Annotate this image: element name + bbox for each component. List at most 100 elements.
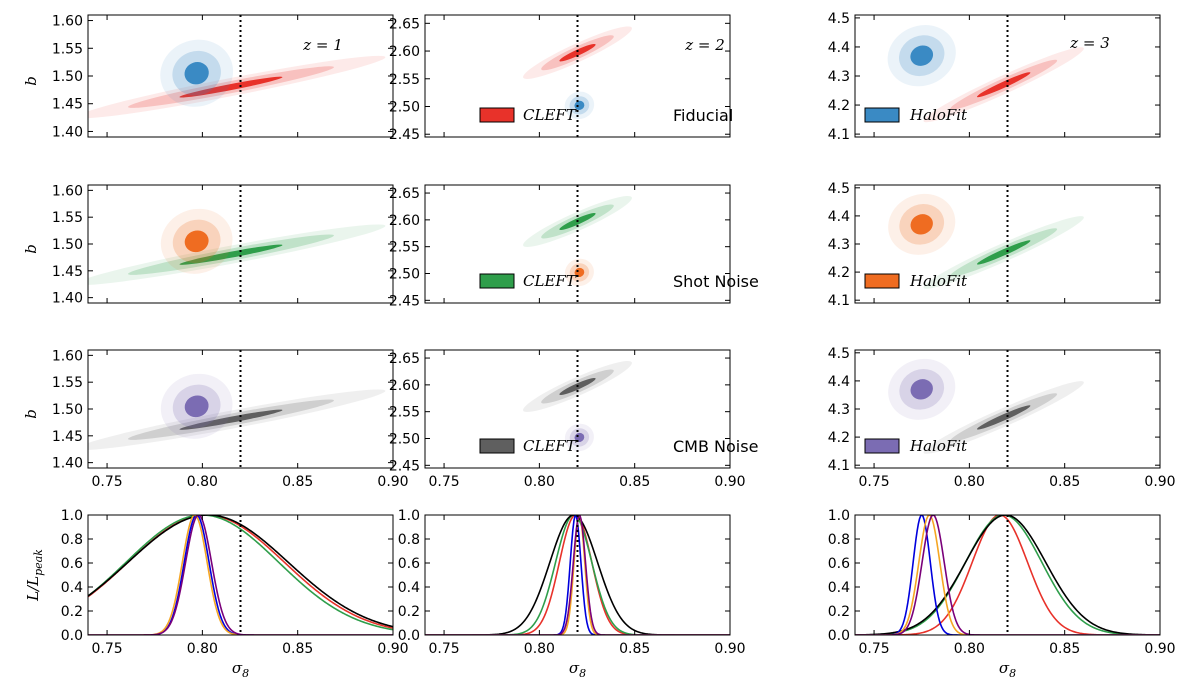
shot-noise-cleft-contour-3 [976,240,1031,265]
cmb-noise-cleft-contour-3 [179,409,283,430]
y-tick-label: 1.55 [52,210,83,226]
y-tick-label: 2.45 [389,127,420,143]
y-axis-label: b [22,76,40,86]
x-tick-label: 0.75 [858,474,889,490]
panel-2-2: 4.1 4.2 4.3 4.4 4.5 0.75 0.80 0.85 0.90 HaloFit [828,346,1176,490]
plot-area [523,15,632,137]
likelihood-panel-1: 0.0 0.2 0.4 0.6 0.8 1.0 0.75 0.80 0.85 0.90 σ8 [398,508,746,680]
y-tick-label: 1.50 [52,402,83,418]
y-tick-label: 1.45 [52,97,83,113]
plot-area [88,350,386,468]
x-tick-label: 0.80 [187,641,218,657]
y-tick-label: 0.8 [398,532,420,548]
legend-swatch-cleft [479,107,515,123]
shot-noise-halofit-contour-3 [910,214,933,235]
y-tick-label: 2.50 [389,100,420,116]
x-tick-label: 0.85 [282,641,313,657]
plot-area [888,185,1084,303]
plot-area [88,185,386,303]
y-tick-label: 4.5 [828,11,850,27]
x-tick-label: 0.90 [377,474,408,490]
panel-1-2: 4.1 4.2 4.3 4.4 4.5 HaloFit [828,181,1161,309]
fiducial-cleft-contour-3 [179,76,283,98]
legend-swatch-cleft [479,273,515,289]
likelihood-curve-6 [88,515,393,635]
y-tick-label: 1.40 [52,124,83,140]
y-tick-label: 0.0 [398,628,420,644]
y-tick-label: 1.60 [52,14,83,30]
y-tick-label: 4.2 [828,98,850,114]
y-tick-label: 2.60 [389,213,420,229]
y-tick-label: 1.0 [61,508,83,524]
plot-area [888,350,1084,468]
y-tick-label: 0.6 [398,556,420,572]
panel-0-2: 4.1 4.2 4.3 4.4 4.5 z = 3 HaloFit [828,11,1161,143]
x-tick-label: 0.80 [524,641,555,657]
panel-1-1: 2.45 2.50 2.55 2.60 2.65 CLEFT Shot Noise [389,184,759,309]
x-tick-label: 0.75 [428,474,459,490]
legend-label-run: Fiducial [673,106,733,125]
cmb-noise-halofit-contour-3 [910,379,933,400]
cmb-noise-halofit-contour-3 [184,395,209,418]
fiducial-halofit-contour-3 [574,100,585,110]
panel-2-1: 2.45 2.50 2.55 2.60 2.65 0.75 0.80 0.85 0.90 CLEF… [389,349,758,490]
x-tick-label: 0.85 [282,474,313,490]
redshift-label: z = 1 [302,36,343,54]
y-tick-label: 4.4 [828,374,850,390]
panel-frame [87,349,394,469]
y-tick-label: 2.65 [389,16,420,32]
y-tick-label: 2.60 [389,44,420,60]
legend-label-halofit: HaloFit [909,437,968,455]
fiducial-halofit-contour-3 [184,62,209,85]
y-tick-label: 4.5 [828,181,850,197]
x-tick-label: 0.90 [377,641,408,657]
y-tick-label: 2.45 [389,458,420,474]
plot-area [425,515,730,635]
panel-0-1: 2.45 2.50 2.55 2.60 2.65 z = 2 CLEFT Fiducial [389,14,733,143]
y-tick-label: 1.40 [52,456,83,472]
legend-swatch-halofit [864,273,900,289]
plot-area [523,185,632,303]
panel-frame [854,184,1161,304]
y-tick-label: 0.4 [828,580,850,596]
panel-frame [424,514,731,636]
panel-frame [424,184,731,304]
y-tick-label: 1.45 [52,264,83,280]
likelihood-curve-5 [855,515,1160,635]
y-tick-label: 1.55 [52,41,83,57]
y-tick-label: 0.4 [61,580,83,596]
y-tick-label: 4.3 [828,237,850,253]
legend-label-halofit: HaloFit [909,272,968,290]
y-tick-label: 1.45 [52,429,83,445]
redshift-label: z = 3 [1069,34,1110,52]
plot-area [887,15,1084,137]
legend-swatch-halofit [864,107,900,123]
y-tick-label: 1.60 [52,348,83,364]
panel-frame [87,514,394,636]
shot-noise-halofit-contour-3 [184,230,209,253]
y-tick-label: 4.2 [828,430,850,446]
panel-2-0: 1.40 1.45 1.50 1.55 1.60 0.75 0.80 0.85 0.90 b [22,348,409,490]
plot-area [88,515,393,635]
legend-label-cleft: CLEFT [523,272,577,290]
y-tick-label: 1.50 [52,237,83,253]
y-tick-label: 2.55 [389,405,420,421]
redshift-label: z = 2 [684,36,725,54]
shot-noise-cleft-contour-3 [179,244,283,265]
y-tick-label: 2.50 [389,432,420,448]
likelihood-curve-2 [88,515,393,631]
y-tick-label: 4.4 [828,209,850,225]
x-tick-label: 0.90 [1144,641,1175,657]
y-tick-label: 4.3 [828,402,850,418]
likelihood-curve-4 [855,515,1160,635]
legend-label-cleft: CLEFT [523,437,577,455]
likelihood-curve-6 [855,515,1160,635]
y-tick-label: 0.2 [398,604,420,620]
x-tick-label: 0.75 [858,641,889,657]
y-tick-label: 4.4 [828,40,850,56]
x-tick-label: 0.80 [954,641,985,657]
y-tick-label: 1.0 [828,508,850,524]
x-tick-label: 0.75 [428,641,459,657]
panel-0-0: 1.40 1.45 1.50 1.55 1.60 b z = 1 [22,14,394,140]
